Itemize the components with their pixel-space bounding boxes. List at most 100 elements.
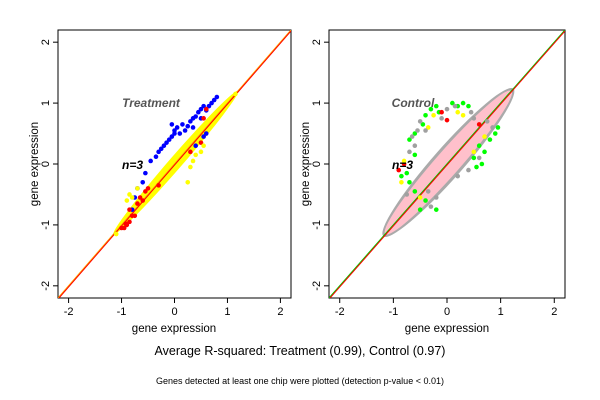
- x-tick-label: -1: [117, 306, 127, 318]
- data-point: [188, 149, 193, 155]
- data-point: [487, 137, 493, 142]
- data-point: [495, 125, 501, 130]
- x-tick-label: 0: [444, 306, 450, 318]
- data-point: [164, 140, 169, 145]
- data-point: [129, 213, 135, 219]
- data-point: [145, 186, 151, 191]
- data-point: [174, 125, 180, 130]
- data-point: [182, 128, 188, 133]
- data-point: [479, 161, 485, 167]
- data-point: [407, 137, 412, 142]
- data-point: [127, 192, 132, 197]
- data-point: [201, 143, 206, 149]
- data-point: [233, 91, 238, 97]
- data-point: [399, 173, 404, 179]
- data-point: [407, 149, 412, 155]
- data-point: [433, 207, 439, 212]
- data-point: [412, 131, 418, 136]
- data-point: [423, 112, 428, 118]
- data-point: [484, 119, 490, 124]
- data-point: [474, 164, 479, 170]
- panel-treatment: -2 -1 0 1 2 -2 -1 0 1 2 Treatment n=3 gene expre…: [29, 29, 292, 335]
- y-axis-ticks: -2 -1 0 1 2: [40, 39, 58, 291]
- data-point: [466, 167, 471, 173]
- x-axis-ticks: -2 -1 0 1 2: [64, 298, 283, 318]
- data-point: [425, 189, 431, 194]
- outlier-points: [396, 100, 501, 212]
- data-point: [401, 158, 407, 164]
- outlier-points: [113, 91, 238, 237]
- panel-control: -2 -1 0 1 2 -2 -1 0 1 2 Control n=3 gene express…: [300, 29, 566, 335]
- data-point: [193, 152, 198, 158]
- data-point: [190, 125, 196, 130]
- diagonal-lines: [58, 30, 291, 298]
- data-point: [196, 109, 201, 115]
- data-point: [431, 112, 436, 118]
- y-axis-label: gene expression: [29, 122, 41, 206]
- data-point: [169, 122, 175, 127]
- data-point: [404, 170, 410, 176]
- data-point: [452, 103, 458, 109]
- data-point: [169, 134, 175, 139]
- data-point: [214, 94, 220, 100]
- data-point: [417, 119, 423, 124]
- x-tick-label: 1: [498, 306, 504, 318]
- y-tick-label: 0: [311, 161, 323, 167]
- data-point: [423, 198, 428, 203]
- x-axis-label: gene expression: [405, 323, 489, 335]
- data-point: [143, 189, 148, 194]
- data-point: [492, 131, 498, 136]
- data-point: [444, 106, 450, 112]
- identity-line: [329, 30, 565, 298]
- sample-count-label: n=3: [392, 158, 413, 172]
- y-tick-label: -1: [40, 220, 52, 230]
- y-axis-ticks: -2 -1 0 1 2: [311, 39, 329, 291]
- data-point: [396, 167, 402, 173]
- data-point: [148, 158, 153, 164]
- data-point: [428, 204, 434, 209]
- regression-line: [58, 30, 291, 298]
- data-point: [471, 149, 477, 155]
- data-point: [466, 103, 471, 109]
- data-point: [420, 122, 426, 127]
- data-point: [135, 201, 140, 206]
- data-point: [153, 154, 159, 159]
- y-tick-label: -2: [311, 281, 323, 291]
- data-point: [119, 225, 124, 231]
- data-point: [211, 97, 217, 103]
- data-point: [476, 155, 482, 161]
- data-point: [113, 231, 119, 237]
- data-point: [423, 128, 428, 133]
- data-point: [433, 103, 439, 109]
- x-tick-label: 2: [277, 306, 283, 318]
- data-point: [476, 143, 482, 149]
- y-tick-label: -1: [311, 220, 323, 230]
- y-tick-label: 2: [311, 39, 323, 45]
- y-tick-label: 2: [40, 39, 52, 45]
- data-point: [428, 106, 434, 112]
- x-tick-label: 2: [551, 306, 557, 318]
- data-point: [140, 179, 146, 185]
- data-point: [439, 109, 444, 115]
- data-point: [412, 143, 418, 149]
- data-point: [460, 112, 466, 118]
- x-tick-label: 0: [171, 306, 177, 318]
- data-point: [190, 158, 196, 164]
- data-point: [407, 179, 412, 185]
- data-point: [482, 149, 487, 155]
- data-point: [444, 117, 450, 123]
- x-axis-ticks: -2 -1 0 1 2: [335, 298, 557, 318]
- data-point: [409, 134, 415, 139]
- data-point: [417, 207, 423, 212]
- data-point: [206, 103, 212, 109]
- data-point: [203, 131, 209, 136]
- data-point: [471, 155, 477, 161]
- data-point: [471, 116, 477, 121]
- data-point: [201, 134, 206, 139]
- data-point: [482, 134, 487, 139]
- data-point: [439, 116, 444, 121]
- data-point: [161, 143, 167, 149]
- data-point: [127, 207, 132, 212]
- data-point: [198, 140, 204, 145]
